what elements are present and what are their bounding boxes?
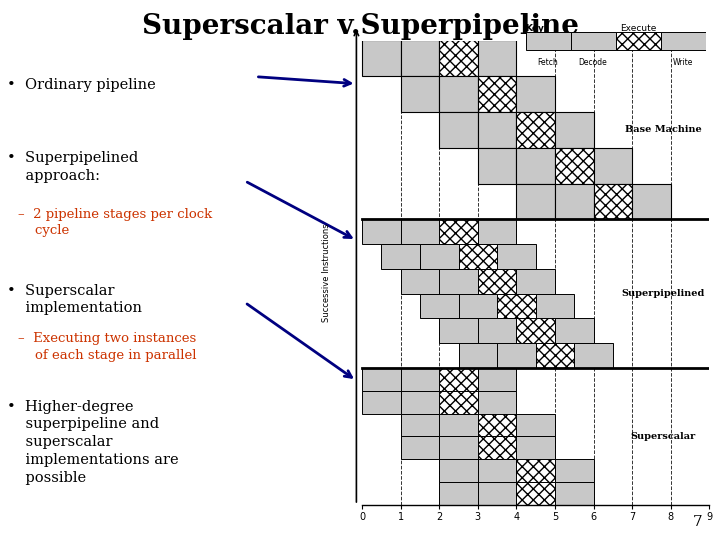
Bar xyxy=(632,184,670,219)
Bar xyxy=(478,269,516,294)
Bar xyxy=(478,391,516,414)
Bar xyxy=(382,244,420,269)
Bar xyxy=(401,436,439,459)
Bar xyxy=(401,219,439,244)
Text: Superscalar: Superscalar xyxy=(630,432,696,441)
Bar xyxy=(478,319,516,343)
Bar xyxy=(526,32,571,50)
Bar xyxy=(439,391,478,414)
Text: Write: Write xyxy=(673,58,693,68)
Bar xyxy=(497,244,536,269)
Bar xyxy=(516,414,555,436)
Bar xyxy=(555,459,593,482)
Text: •  Higher-degree
    superpipeline and
    superscalar
    implementations are
 : • Higher-degree superpipeline and supers… xyxy=(7,400,179,485)
Bar xyxy=(420,294,459,319)
Bar xyxy=(575,343,613,368)
Text: Base Machine: Base Machine xyxy=(624,125,701,134)
Bar xyxy=(661,32,706,50)
Bar xyxy=(478,414,516,436)
Bar xyxy=(497,343,536,368)
Bar xyxy=(439,368,478,391)
Text: Execute: Execute xyxy=(620,24,657,33)
Bar xyxy=(571,32,616,50)
Text: –  Executing two instances
    of each stage in parallel: – Executing two instances of each stage … xyxy=(18,332,197,362)
Bar xyxy=(362,368,401,391)
Bar xyxy=(439,76,478,112)
Bar xyxy=(439,414,478,436)
Bar xyxy=(555,482,593,505)
Bar xyxy=(478,368,516,391)
Bar xyxy=(516,112,555,148)
Text: 7: 7 xyxy=(693,515,702,529)
Bar xyxy=(497,294,536,319)
Bar xyxy=(516,76,555,112)
Text: Successive Instructions: Successive Instructions xyxy=(322,224,331,322)
Bar xyxy=(516,269,555,294)
Bar xyxy=(516,436,555,459)
Bar xyxy=(478,40,516,76)
Bar xyxy=(439,219,478,244)
Bar xyxy=(401,368,439,391)
Bar xyxy=(516,184,555,219)
Text: Superpipelined: Superpipelined xyxy=(621,289,705,298)
Bar xyxy=(439,459,478,482)
Bar xyxy=(555,319,593,343)
Bar xyxy=(420,244,459,269)
Bar xyxy=(362,391,401,414)
Bar xyxy=(439,319,478,343)
Bar xyxy=(536,294,575,319)
Bar xyxy=(439,436,478,459)
Bar xyxy=(555,112,593,148)
Bar xyxy=(478,482,516,505)
Bar xyxy=(478,459,516,482)
Bar xyxy=(478,219,516,244)
Bar xyxy=(478,112,516,148)
Text: Decode: Decode xyxy=(579,58,608,68)
Bar xyxy=(401,391,439,414)
Bar xyxy=(459,244,497,269)
Bar xyxy=(516,148,555,184)
Bar xyxy=(439,269,478,294)
Text: •  Superpipelined
    approach:: • Superpipelined approach: xyxy=(7,151,138,183)
Text: Key:: Key: xyxy=(526,24,548,33)
Bar xyxy=(401,269,439,294)
Bar xyxy=(516,482,555,505)
Bar xyxy=(439,40,478,76)
Bar xyxy=(439,112,478,148)
Bar xyxy=(478,76,516,112)
Bar xyxy=(362,219,401,244)
Bar xyxy=(516,459,555,482)
Text: •  Superscalar
    implementation: • Superscalar implementation xyxy=(7,284,142,315)
Bar xyxy=(536,343,575,368)
Bar xyxy=(401,76,439,112)
Bar xyxy=(593,184,632,219)
Bar xyxy=(516,319,555,343)
Bar xyxy=(401,414,439,436)
Bar xyxy=(555,148,593,184)
Bar xyxy=(478,148,516,184)
Bar xyxy=(459,294,497,319)
Bar xyxy=(362,40,401,76)
Text: Superscalar v.Superpipeline: Superscalar v.Superpipeline xyxy=(142,14,578,40)
Text: •  Ordinary pipeline: • Ordinary pipeline xyxy=(7,78,156,92)
Text: –  2 pipeline stages per clock
    cycle: – 2 pipeline stages per clock cycle xyxy=(18,208,212,238)
Text: Fetch: Fetch xyxy=(538,58,559,68)
Bar xyxy=(478,436,516,459)
Bar xyxy=(593,148,632,184)
Bar xyxy=(616,32,661,50)
Bar xyxy=(459,343,497,368)
Bar xyxy=(555,184,593,219)
Bar xyxy=(401,40,439,76)
Bar xyxy=(439,482,478,505)
